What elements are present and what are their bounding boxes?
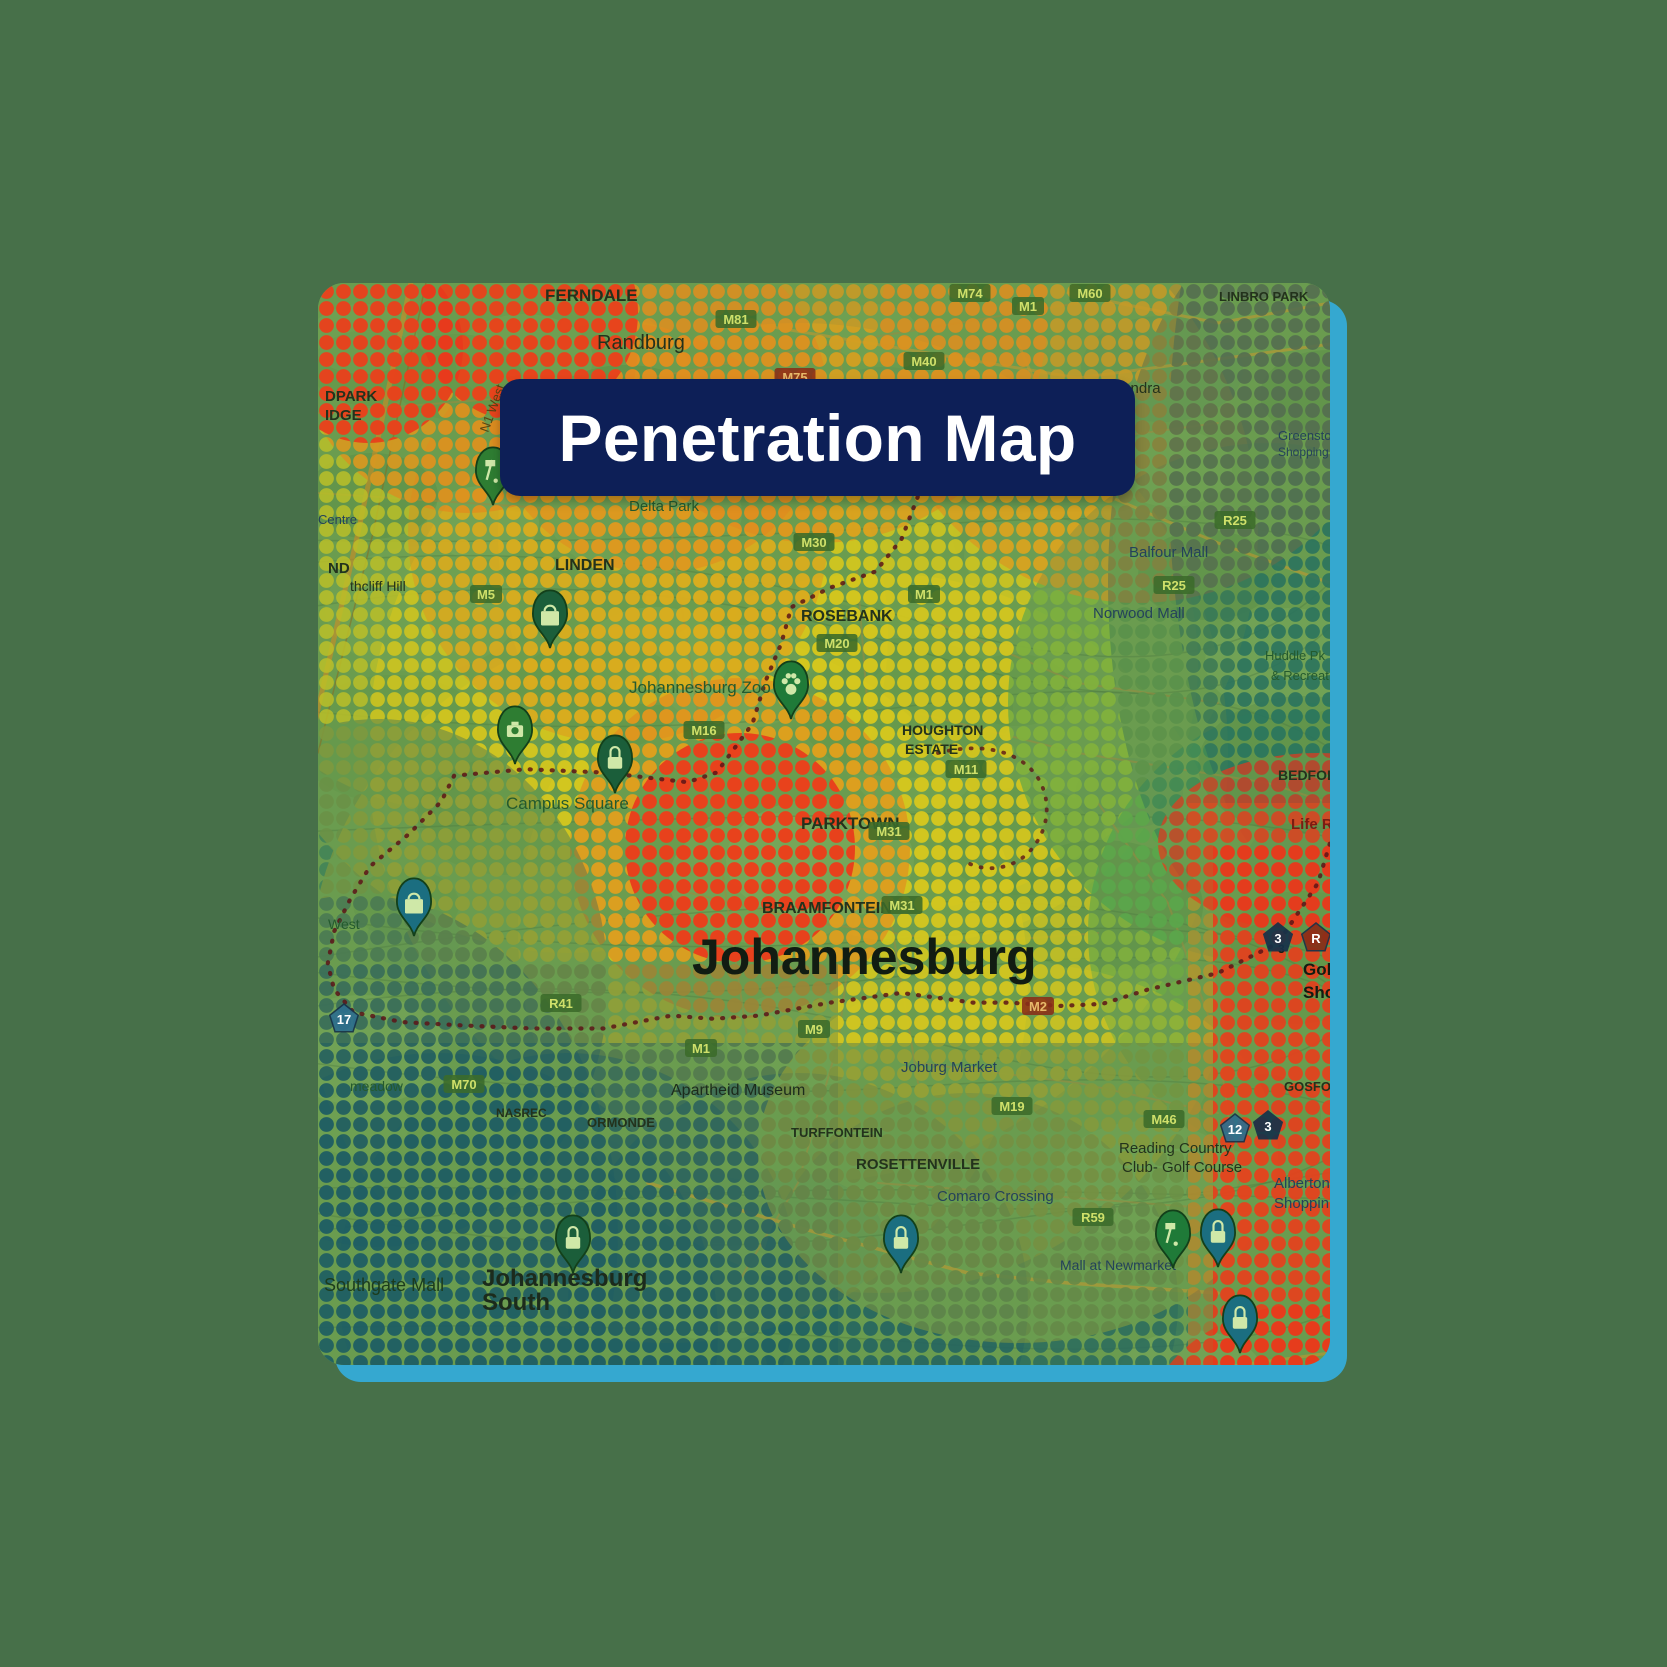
svg-text:M16: M16 [691, 723, 716, 738]
svg-text:Johannesburg: Johannesburg [482, 1265, 647, 1292]
svg-text:Gold: Gold [1303, 960, 1330, 979]
svg-text:Apartheid Museum: Apartheid Museum [671, 1082, 805, 1099]
svg-text:R: R [1311, 931, 1321, 946]
svg-text:M74: M74 [957, 286, 983, 301]
svg-text:M9: M9 [805, 1022, 823, 1037]
svg-text:NASREC: NASREC [496, 1106, 547, 1120]
svg-text:TURFFONTEIN: TURFFONTEIN [791, 1125, 883, 1140]
svg-text:FERNDALE: FERNDALE [545, 286, 638, 305]
svg-text:R41: R41 [549, 996, 573, 1011]
svg-text:West: West [328, 916, 360, 932]
svg-text:Huddle Pk: Huddle Pk [1265, 648, 1325, 663]
svg-text:meadow: meadow [350, 1078, 404, 1094]
svg-text:ORMONDE: ORMONDE [587, 1115, 655, 1130]
svg-text:Greenstone: Greenstone [1278, 428, 1330, 443]
svg-text:M31: M31 [876, 824, 901, 839]
svg-text:M60: M60 [1077, 286, 1102, 301]
svg-text:M2: M2 [1029, 999, 1047, 1014]
svg-text:Shoppin: Shoppin [1303, 983, 1330, 1002]
svg-text:M20: M20 [824, 636, 849, 651]
svg-text:Johannesburg Zoo: Johannesburg Zoo [629, 678, 771, 697]
svg-text:Comaro Crossing: Comaro Crossing [937, 1188, 1054, 1205]
svg-text:Life Ros: Life Ros [1291, 816, 1330, 833]
svg-text:ROSEBANK: ROSEBANK [801, 608, 893, 625]
svg-text:M1: M1 [692, 1041, 710, 1056]
svg-text:R59: R59 [1081, 1210, 1105, 1225]
svg-text:Reading Country: Reading Country [1119, 1140, 1232, 1157]
svg-text:Shopping Centre: Shopping Centre [318, 512, 357, 527]
svg-text:Johannesburg: Johannesburg [692, 929, 1036, 985]
svg-text:South: South [482, 1289, 550, 1316]
svg-text:M30: M30 [801, 535, 826, 550]
svg-text:Delta Park: Delta Park [629, 498, 700, 515]
svg-text:3: 3 [1264, 1119, 1271, 1134]
svg-text:thcliff Hill: thcliff Hill [350, 578, 406, 594]
svg-text:M46: M46 [1151, 1112, 1176, 1127]
svg-text:Norwood Mall: Norwood Mall [1093, 605, 1185, 622]
svg-text:M1: M1 [1019, 299, 1037, 314]
svg-text:& Recreat: & Recreat [1271, 668, 1329, 683]
svg-text:Club- Golf Course: Club- Golf Course [1122, 1159, 1242, 1176]
svg-text:17: 17 [337, 1012, 351, 1027]
svg-text:M70: M70 [451, 1077, 476, 1092]
svg-text:R25: R25 [1223, 513, 1247, 528]
svg-text:GOSFORTH PARK: GOSFORTH PARK [1284, 1079, 1330, 1094]
svg-text:12: 12 [1228, 1122, 1242, 1137]
svg-text:Alberton: Alberton [1274, 1175, 1330, 1192]
svg-text:Randburg: Randburg [597, 332, 685, 354]
svg-text:M5: M5 [477, 587, 495, 602]
svg-text:Southgate Mall: Southgate Mall [324, 1275, 444, 1295]
svg-text:ND: ND [328, 560, 350, 577]
svg-text:Campus Square: Campus Square [506, 794, 629, 813]
svg-text:M40: M40 [911, 354, 936, 369]
svg-text:LINDEN: LINDEN [555, 557, 615, 574]
svg-text:M81: M81 [723, 312, 748, 327]
svg-text:3: 3 [1274, 931, 1281, 946]
svg-text:M31: M31 [889, 898, 914, 913]
svg-text:Mall at Newmarket: Mall at Newmarket [1060, 1257, 1176, 1273]
svg-text:HOUGHTON: HOUGHTON [902, 722, 983, 738]
svg-text:BRAAMFONTEIN: BRAAMFONTEIN [762, 900, 892, 917]
svg-text:R25: R25 [1162, 578, 1186, 593]
svg-text:M11: M11 [954, 762, 979, 777]
svg-text:ESTATE: ESTATE [905, 741, 958, 757]
svg-text:LINBRO PARK: LINBRO PARK [1219, 289, 1309, 304]
svg-text:Shopping Centre: Shopping Centre [1278, 445, 1330, 459]
svg-text:Joburg Market: Joburg Market [901, 1059, 998, 1076]
svg-text:IDGE: IDGE [325, 407, 362, 424]
svg-text:Balfour Mall: Balfour Mall [1129, 544, 1208, 561]
svg-text:M19: M19 [999, 1099, 1024, 1114]
svg-text:Shoppin: Shoppin [1274, 1195, 1329, 1212]
svg-text:ROSETTENVILLE: ROSETTENVILLE [856, 1156, 980, 1173]
svg-text:DPARK: DPARK [325, 388, 377, 405]
svg-text:M1: M1 [915, 587, 933, 602]
svg-text:BEDFORDVIEW: BEDFORDVIEW [1278, 767, 1330, 783]
